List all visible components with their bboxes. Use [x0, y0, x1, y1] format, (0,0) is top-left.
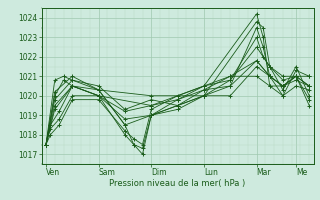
X-axis label: Pression niveau de la mer( hPa ): Pression niveau de la mer( hPa ) — [109, 179, 246, 188]
